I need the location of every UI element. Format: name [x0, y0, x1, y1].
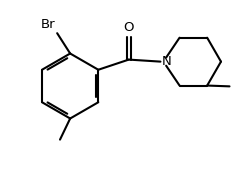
Text: O: O	[124, 21, 134, 34]
Text: N: N	[161, 55, 171, 68]
Text: Br: Br	[40, 18, 55, 31]
